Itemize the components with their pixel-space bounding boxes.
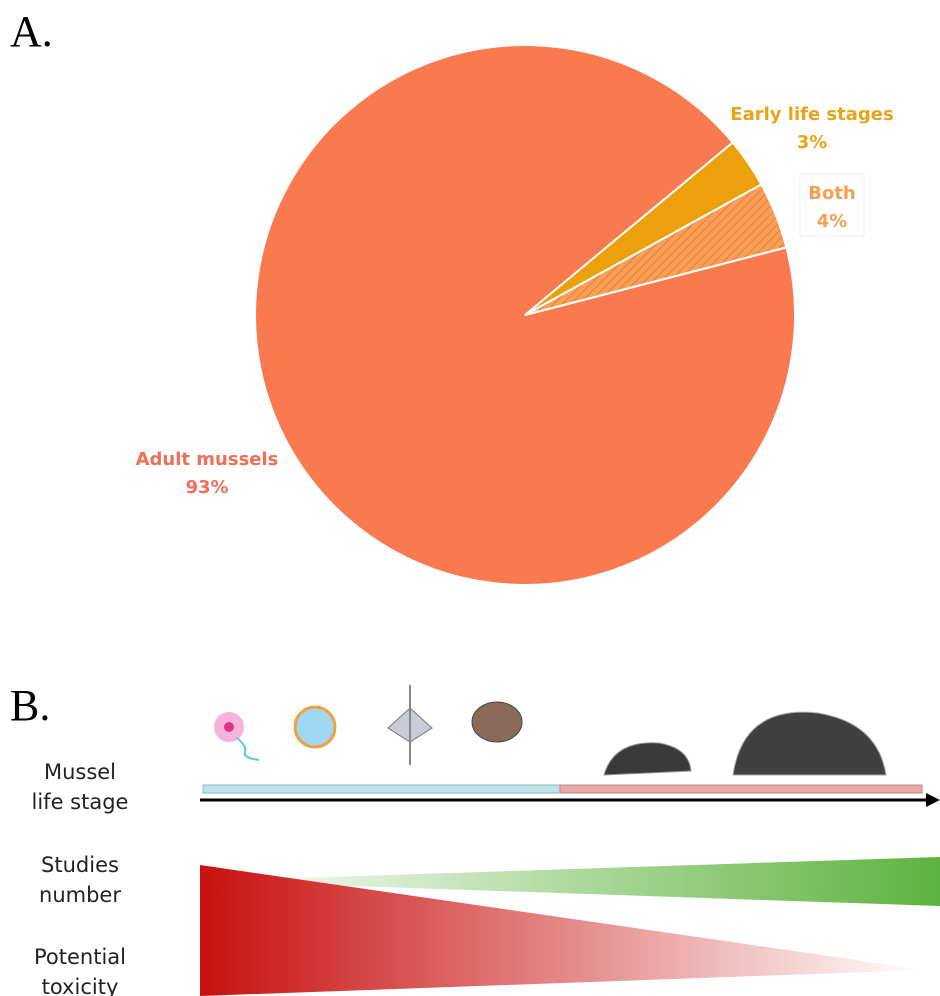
icon-juvenile bbox=[603, 742, 692, 776]
icon-sperm bbox=[236, 737, 260, 761]
slice-label: Both bbox=[808, 183, 856, 204]
row-label: life stage bbox=[32, 790, 129, 814]
panel-label: A. bbox=[10, 7, 53, 56]
timeline-arrowhead bbox=[926, 793, 940, 807]
pie-slice bbox=[524, 183, 788, 316]
icon-egg bbox=[224, 722, 234, 732]
label-box bbox=[799, 173, 865, 237]
icon-adult bbox=[732, 711, 887, 776]
slice-label: Early life stages bbox=[730, 104, 893, 125]
row-label: Studies bbox=[41, 853, 119, 877]
studies-gradient bbox=[205, 857, 940, 906]
icon-embryo bbox=[293, 705, 337, 749]
row-label: number bbox=[39, 883, 121, 907]
row-label: Potential bbox=[34, 945, 126, 969]
toxicity-gradient bbox=[200, 865, 925, 996]
slice-value-label: 3% bbox=[797, 132, 828, 153]
slice-value-label: 93% bbox=[185, 477, 228, 498]
row-labels: Mussel life stage Studies number Potential to… bbox=[32, 760, 129, 996]
stage-bar-early bbox=[202, 784, 561, 794]
slice-label: Adult mussels bbox=[136, 449, 279, 470]
slice-value-label: 4% bbox=[817, 211, 848, 232]
row-label: toxicity bbox=[42, 975, 119, 996]
life-stage-icons bbox=[214, 685, 887, 776]
pie-chart: Adult mussels 93% Early life stages 3% Both 4… bbox=[136, 44, 894, 586]
panel-label: B. bbox=[10, 681, 50, 730]
stage-bar-adult bbox=[559, 784, 923, 794]
icon-veliger bbox=[471, 701, 523, 743]
row-label: Mussel bbox=[44, 760, 116, 784]
